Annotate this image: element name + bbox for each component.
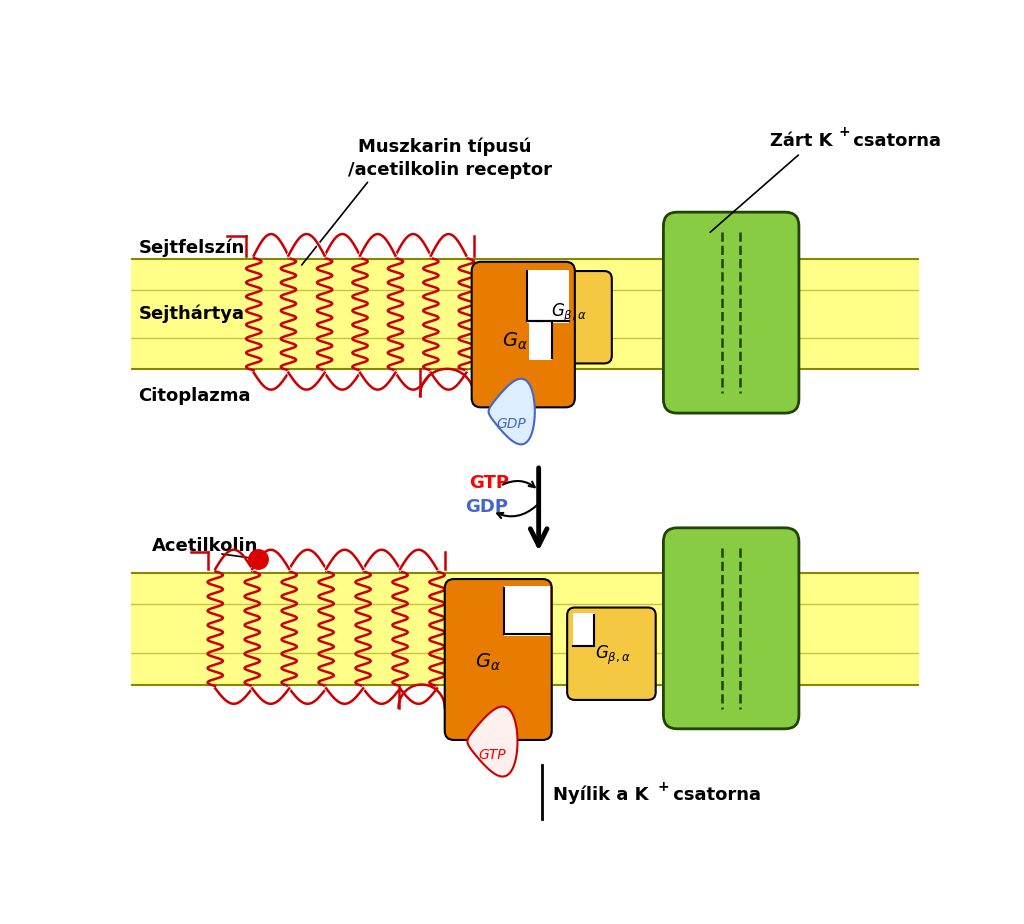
Text: $G_{\beta,\alpha}$: $G_{\beta,\alpha}$ [551, 302, 587, 325]
FancyBboxPatch shape [472, 261, 574, 407]
Text: Sejthártya: Sejthártya [138, 305, 245, 323]
Text: GTP: GTP [469, 474, 509, 492]
Text: Sejtfelszín: Sejtfelszín [138, 238, 245, 257]
Text: GDP: GDP [497, 418, 526, 432]
Polygon shape [467, 707, 517, 776]
Bar [131, 573, 920, 685]
FancyBboxPatch shape [664, 528, 799, 729]
Bar [528, 322, 552, 359]
Text: Muszkarin típusú: Muszkarin típusú [357, 138, 531, 156]
Text: Zárt K: Zárt K [770, 132, 833, 151]
Text: Citoplazma: Citoplazma [138, 387, 251, 405]
Text: $G_{\beta,\alpha}$: $G_{\beta,\alpha}$ [595, 644, 631, 667]
Bar [527, 270, 569, 322]
Text: +: + [657, 780, 669, 794]
Text: Nyílik a K: Nyílik a K [553, 785, 649, 804]
Text: /acetilkolin receptor: /acetilkolin receptor [348, 161, 553, 179]
Text: GTP: GTP [478, 748, 506, 762]
Polygon shape [488, 379, 535, 444]
Text: GDP: GDP [466, 498, 509, 517]
FancyBboxPatch shape [664, 213, 799, 413]
Text: csatorna: csatorna [668, 785, 761, 804]
Bar [572, 613, 594, 645]
Bar [504, 586, 550, 636]
Text: $G_{\alpha}$: $G_{\alpha}$ [502, 330, 527, 351]
Text: csatorna: csatorna [847, 132, 941, 151]
Bar [131, 260, 920, 369]
Text: Acetilkolin: Acetilkolin [153, 537, 258, 555]
Text: $G_{\alpha}$: $G_{\alpha}$ [475, 651, 501, 673]
FancyBboxPatch shape [523, 271, 611, 363]
Text: +: + [839, 125, 851, 139]
FancyBboxPatch shape [567, 608, 655, 700]
FancyBboxPatch shape [444, 579, 552, 740]
